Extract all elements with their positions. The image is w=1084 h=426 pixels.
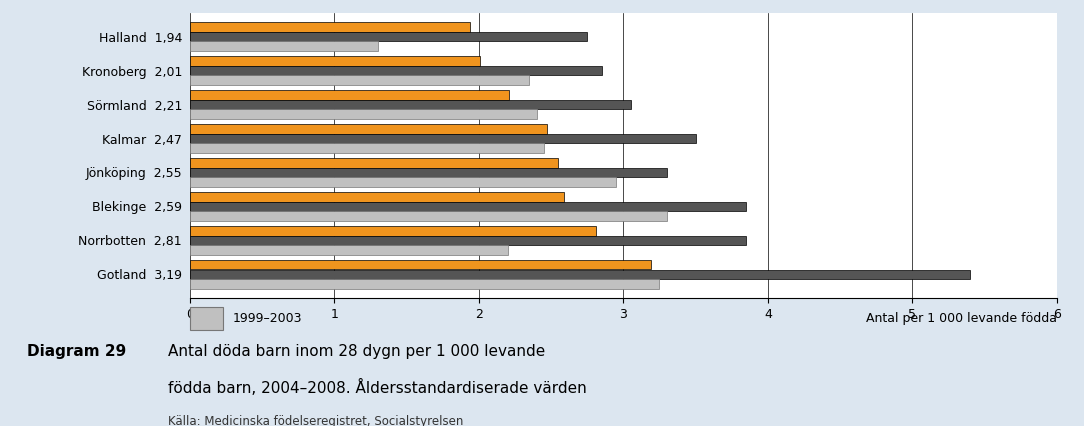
Text: Diagram 29: Diagram 29 [27,344,127,359]
Bar [190,56,480,66]
Bar [190,100,631,109]
Text: födda barn, 2004–2008. Åldersstandardiserade värden: födda barn, 2004–2008. Åldersstandardise… [168,380,586,397]
Bar [190,158,558,167]
FancyBboxPatch shape [190,307,222,330]
Bar [190,226,596,236]
Bar [190,124,546,134]
Bar [190,144,544,153]
Bar [190,23,470,32]
Bar [190,211,667,221]
Bar [190,32,588,41]
Bar [190,260,650,270]
Bar [190,66,602,75]
Bar [190,177,616,187]
Bar [190,41,377,51]
Bar [190,193,564,201]
Bar [190,134,696,143]
Text: Antal per 1 000 levande födda: Antal per 1 000 levande födda [866,312,1057,325]
Bar [190,245,507,255]
Bar [190,90,509,100]
Text: 1999–2003: 1999–2003 [233,312,302,325]
Text: Källa: Medicinska födelseregistret, Socialstyrelsen: Källa: Medicinska födelseregistret, Soci… [168,415,463,426]
Bar [190,270,970,279]
Bar [190,236,746,245]
Text: Antal döda barn inom 28 dygn per 1 000 levande: Antal döda barn inom 28 dygn per 1 000 l… [168,344,545,359]
Bar [190,109,537,118]
Bar [190,168,667,177]
Bar [190,75,529,85]
Bar [190,202,746,211]
Bar [190,279,659,288]
